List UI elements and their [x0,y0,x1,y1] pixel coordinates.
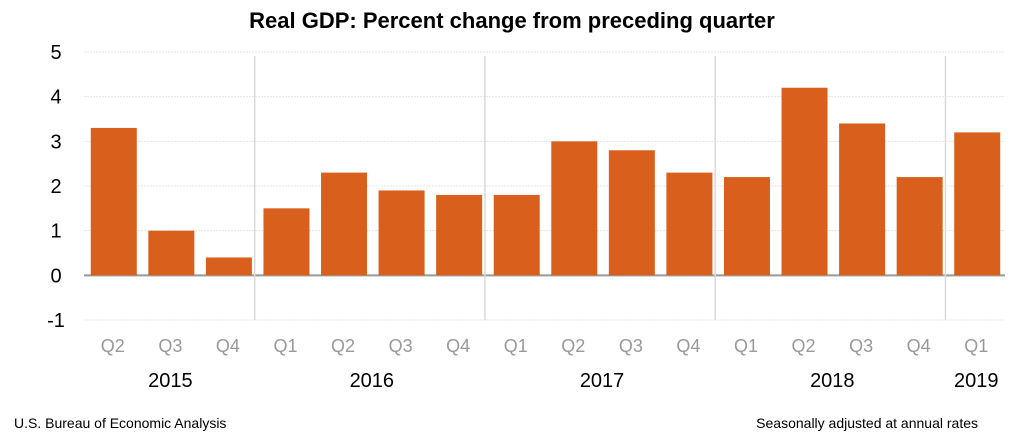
year-label: 2019 [954,370,999,392]
x-tick-label: Q4 [446,336,470,356]
bar [378,190,425,276]
x-tick-label: Q2 [331,336,355,356]
bar [205,257,252,276]
source-note: U.S. Bureau of Economic Analysis [14,415,226,431]
x-tick-label: Q2 [561,336,585,356]
bar [781,87,828,276]
y-tick-label: 5 [50,42,61,64]
x-tick-label: Q4 [907,336,931,356]
x-tick-label: Q4 [216,336,240,356]
y-tick-label: 3 [50,131,61,153]
year-label: 2016 [350,370,395,392]
y-tick-label: 0 [50,265,61,287]
x-tick-label: Q4 [676,336,700,356]
x-tick-label: Q1 [504,336,528,356]
y-tick-label: 4 [50,87,61,109]
x-tick-label: Q2 [792,336,816,356]
x-tick-label: Q1 [964,336,988,356]
y-tick-label: -1 [47,310,65,332]
x-tick-label: Q2 [101,336,125,356]
year-label: 2018 [810,370,855,392]
bar [723,177,770,276]
bar [321,172,368,276]
bar [954,132,1001,276]
bar [608,150,655,276]
bar [263,208,310,276]
bar [436,194,483,276]
chart-title: Real GDP: Percent change from preceding … [249,8,775,33]
bar [148,230,195,276]
bar [839,123,886,276]
bar [896,177,943,276]
x-tick-label: Q3 [389,336,413,356]
x-tick-label: Q3 [619,336,643,356]
x-tick-label: Q3 [849,336,873,356]
bar [90,127,137,276]
bar [493,194,540,276]
year-label: 2015 [148,370,193,392]
y-tick-label: 1 [50,221,61,243]
x-tick-label: Q1 [734,336,758,356]
x-tick-label: Q3 [158,336,182,356]
seasonal-note: Seasonally adjusted at annual rates [756,415,978,431]
y-tick-label: 2 [50,176,61,198]
year-label: 2017 [580,370,625,392]
bar [666,172,713,276]
bar [551,141,598,276]
x-tick-label: Q1 [273,336,297,356]
